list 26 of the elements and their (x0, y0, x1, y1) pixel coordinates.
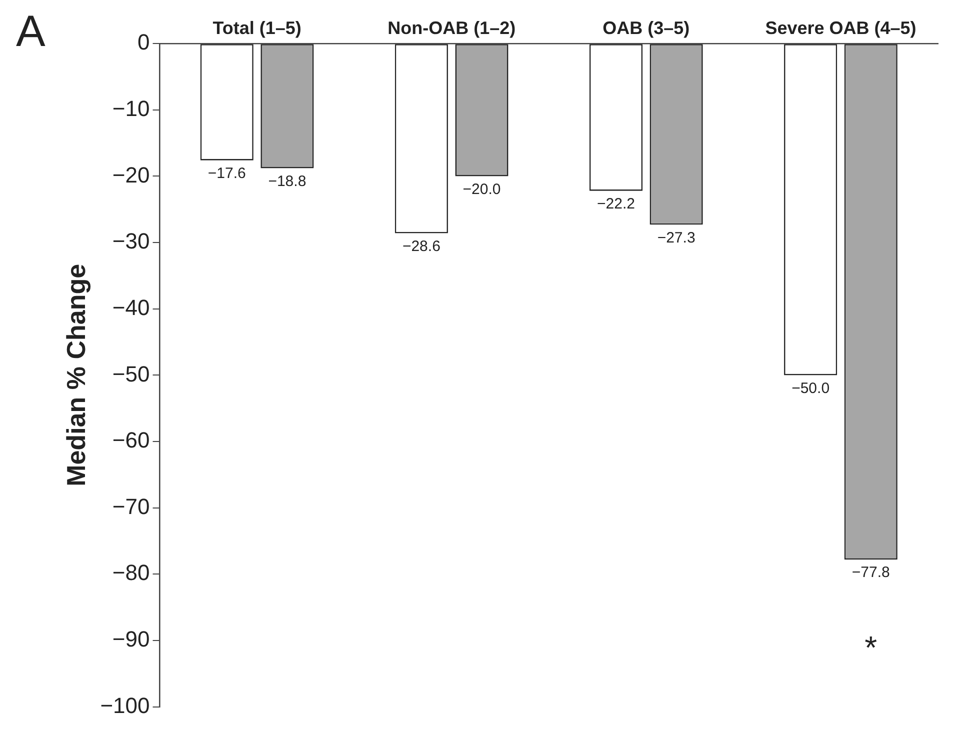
data-label: −22.2 (597, 195, 635, 212)
y-tick-label: 0 (138, 30, 150, 55)
data-label: −27.3 (657, 229, 696, 246)
x-tick-label: Non-OAB (1–2) (388, 18, 516, 38)
y-tick-label: −70 (112, 494, 150, 519)
y-tick-label: −20 (112, 162, 150, 188)
y-tick-label: −100 (100, 692, 150, 718)
data-label: −77.8 (852, 564, 890, 582)
data-label: −17.6 (208, 164, 246, 182)
y-tick-label: −80 (112, 560, 150, 586)
y-tick-label: −10 (112, 96, 150, 121)
text: A (16, 7, 46, 56)
y-tick-label: −30 (112, 228, 150, 254)
x-tick-label: OAB (3–5) (602, 18, 690, 38)
data-label: −50.0 (792, 380, 830, 397)
y-axis-title: Median % Change (60, 264, 91, 486)
y-tick-label: −40 (112, 294, 150, 320)
annotation: * (864, 629, 878, 666)
y-tick-label: −50 (112, 361, 150, 386)
x-tick-label: Severe OAB (4–5) (765, 18, 916, 38)
data-label: −18.8 (268, 172, 306, 190)
y-tick-label: −90 (112, 626, 150, 652)
data-label: −20.0 (462, 180, 501, 198)
y-tick-label: −60 (112, 428, 150, 453)
data-label: −28.6 (402, 238, 440, 255)
x-tick-label: Total (1–5) (212, 18, 302, 38)
